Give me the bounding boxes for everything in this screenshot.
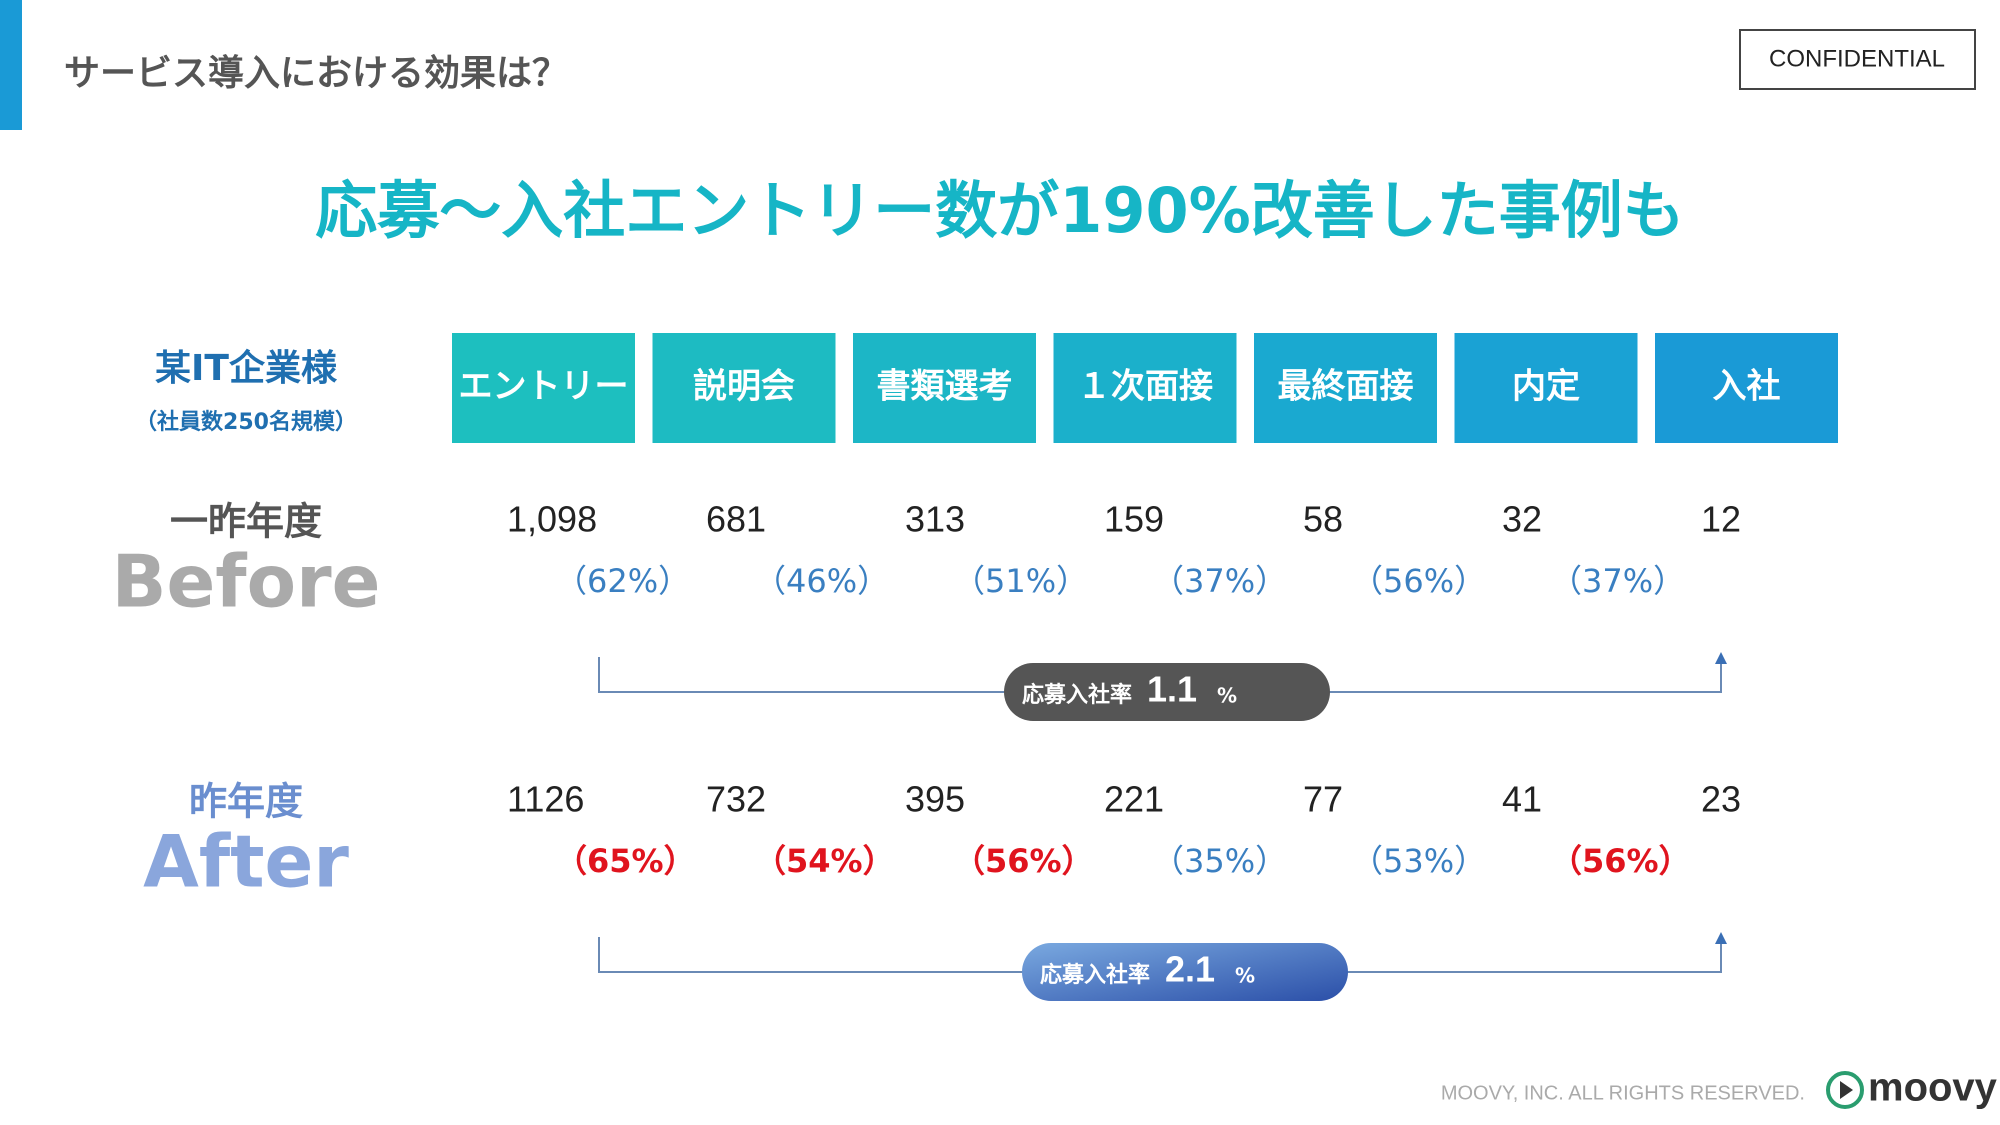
row-label-en: Before: [112, 540, 381, 624]
logo-icon: [1826, 1071, 1864, 1109]
rate: （62%）: [555, 562, 690, 600]
stage-label: 最終面接: [1278, 367, 1414, 407]
count: 732: [706, 779, 766, 820]
badge-value: 1.1: [1147, 669, 1197, 710]
rate: （56%）: [1351, 562, 1486, 600]
stage-label: 書類選考: [877, 367, 1013, 407]
stage-box: [652, 333, 836, 443]
count: 313: [905, 499, 965, 540]
stage-box: [1254, 333, 1437, 443]
logo-play: [1840, 1081, 1853, 1099]
stage-box: [452, 333, 635, 443]
stage-box: [1454, 333, 1638, 443]
count: 41: [1502, 779, 1542, 820]
headline: 応募〜入社エントリー数が190%改善した事例も: [315, 174, 1685, 247]
rate: （37%）: [1550, 562, 1685, 600]
count: 58: [1303, 499, 1343, 540]
count: 12: [1701, 499, 1741, 540]
count: 77: [1303, 779, 1343, 820]
badge-unit: %: [1235, 964, 1255, 988]
accent-bar: [0, 0, 22, 130]
badge-unit: %: [1217, 684, 1237, 708]
rate: （37%）: [1152, 562, 1287, 600]
logo: moovy: [1868, 1066, 1998, 1110]
count: 1,098: [507, 499, 597, 540]
badge-label: 応募入社率: [1040, 962, 1150, 988]
badge-value: 2.1: [1165, 949, 1215, 990]
stage-label: 入社: [1713, 367, 1781, 407]
badge: [1004, 663, 1330, 721]
stage-label: 説明会: [693, 367, 795, 407]
row-label: 一昨年度: [170, 500, 322, 544]
count: 32: [1502, 499, 1542, 540]
count: 221: [1104, 779, 1164, 820]
count: 1126: [507, 779, 584, 820]
count: 395: [905, 779, 965, 820]
rate: （56%）: [953, 842, 1094, 880]
rate: （65%）: [555, 842, 696, 880]
confidential-box: [1739, 29, 1976, 90]
stage-box: [1053, 333, 1237, 443]
rate: （51%）: [953, 562, 1088, 600]
arrow-head: [1715, 652, 1727, 664]
company-note: （社員数250名規模）: [135, 409, 357, 435]
count: 159: [1104, 499, 1164, 540]
row-label: 昨年度: [189, 780, 303, 824]
stage-label: 内定: [1512, 367, 1580, 407]
count: 681: [706, 499, 766, 540]
confidential: CONFIDENTIAL: [1769, 45, 1945, 72]
header-title: サービス導入における効果は？: [64, 53, 568, 94]
row-label-en: After: [143, 820, 349, 904]
stage-box: [1655, 333, 1838, 443]
rate: （46%）: [754, 562, 889, 600]
rate: （35%）: [1152, 842, 1287, 880]
company-name: 某IT企業様: [155, 347, 338, 389]
badge: [1022, 943, 1348, 1001]
badge-label: 応募入社率: [1022, 682, 1132, 708]
stage-label: １次面接: [1077, 367, 1213, 407]
rate: （56%）: [1550, 842, 1691, 880]
stage-label: エントリー: [459, 367, 629, 407]
rate: （54%）: [754, 842, 895, 880]
stage-box: [853, 333, 1036, 443]
count: 23: [1701, 779, 1741, 820]
copyright: MOOVY, INC. ALL RIGHTS RESERVED.: [1441, 1082, 1805, 1104]
rate: （53%）: [1351, 842, 1486, 880]
arrow-head: [1715, 932, 1727, 944]
